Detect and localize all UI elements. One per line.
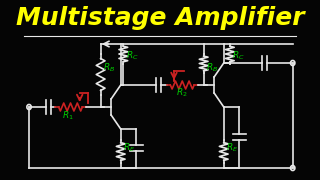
Text: $R_B$: $R_B$ (103, 61, 116, 73)
Text: $R_E$: $R_E$ (123, 141, 136, 154)
Text: Multistage Amplifier: Multistage Amplifier (16, 6, 304, 30)
Text: $R_B$: $R_B$ (206, 61, 219, 73)
Text: $R_C$: $R_C$ (232, 49, 245, 62)
Text: $R_2$: $R_2$ (176, 86, 188, 98)
Text: $R_E$: $R_E$ (226, 141, 239, 154)
Text: $R_C$: $R_C$ (126, 49, 139, 62)
Text: $R_1$: $R_1$ (62, 109, 74, 122)
